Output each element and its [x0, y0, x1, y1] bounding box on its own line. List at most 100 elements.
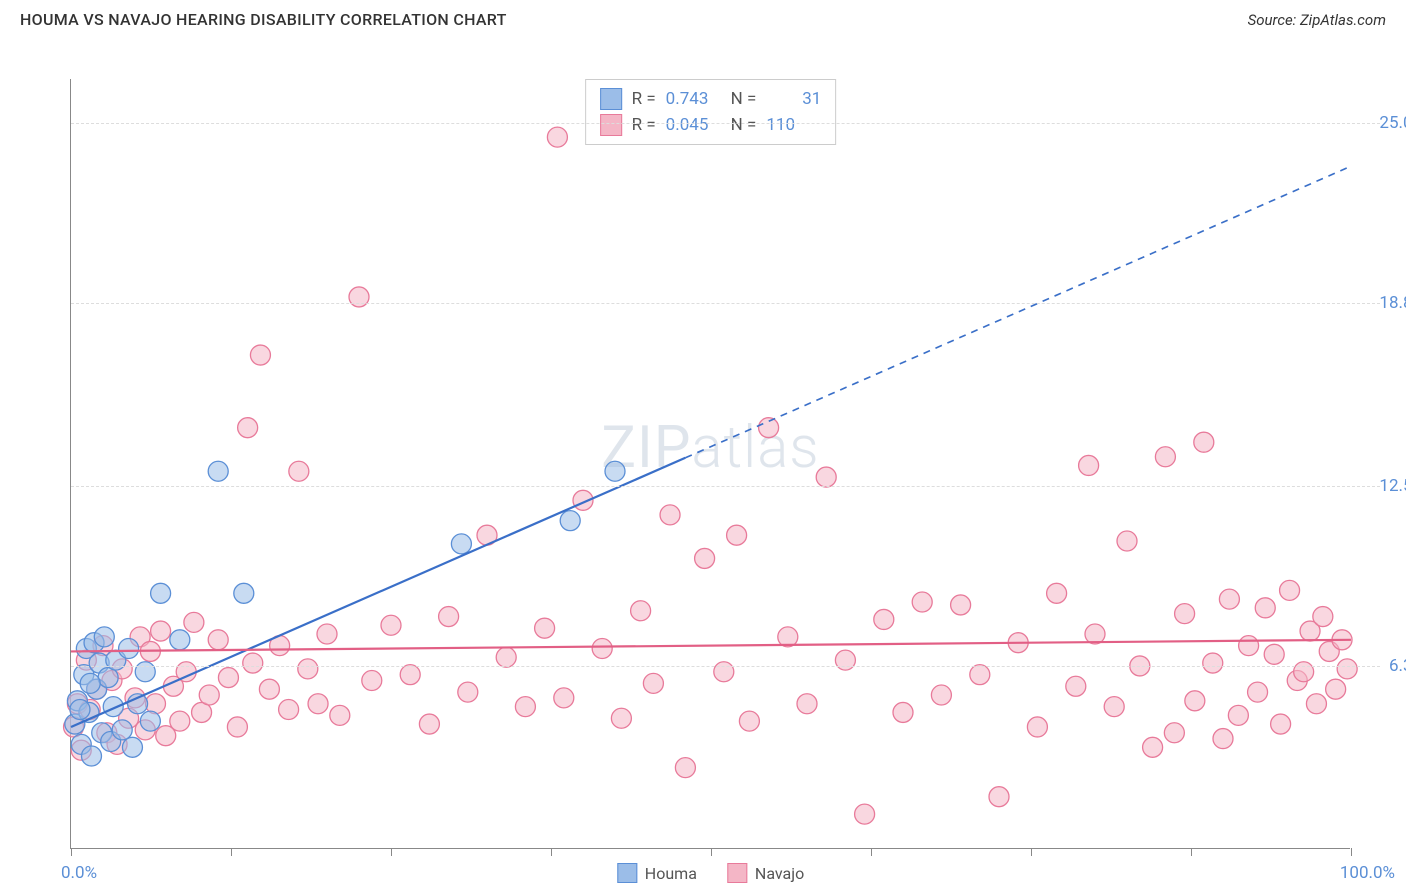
y-tick-label: 12.5%: [1379, 476, 1406, 496]
scatter-point-navajo: [1104, 697, 1124, 717]
scatter-point-navajo: [199, 685, 219, 705]
scatter-point-houma: [119, 639, 139, 659]
x-tick: [551, 848, 552, 856]
scatter-point-navajo: [1027, 717, 1047, 737]
scatter-point-navajo: [912, 592, 932, 612]
scatter-point-navajo: [643, 673, 663, 693]
stats-n-label: N =: [731, 115, 757, 135]
x-tick: [71, 848, 72, 856]
scatter-point-navajo: [893, 702, 913, 722]
scatter-point-navajo: [695, 548, 715, 568]
scatter-point-navajo: [1066, 676, 1086, 696]
scatter-point-navajo: [1155, 447, 1175, 467]
scatter-point-navajo: [1194, 432, 1214, 452]
scatter-point-navajo: [227, 717, 247, 737]
scatter-point-houma: [80, 673, 100, 693]
scatter-point-navajo: [243, 653, 263, 673]
scatter-point-navajo: [931, 685, 951, 705]
scatter-point-navajo: [1219, 589, 1239, 609]
trendline-dashed-houma: [685, 166, 1351, 458]
scatter-point-navajo: [631, 601, 651, 621]
scatter-point-navajo: [330, 705, 350, 725]
scatter-point-navajo: [1239, 636, 1259, 656]
x-tick: [1351, 848, 1352, 856]
scatter-point-navajo: [1117, 531, 1137, 551]
scatter-point-navajo: [208, 630, 228, 650]
scatter-point-houma: [103, 697, 123, 717]
chart-title: HOUMA VS NAVAJO HEARING DISABILITY CORRE…: [20, 10, 507, 29]
scatter-point-navajo: [1228, 705, 1248, 725]
scatter-point-navajo: [1079, 455, 1099, 475]
scatter-svg: [71, 79, 1351, 849]
scatter-point-houma: [70, 700, 90, 720]
scatter-point-houma: [234, 583, 254, 603]
x-axis-min-label: 0.0%: [61, 863, 97, 883]
stats-row-navajo: R = 0.045 N = 110: [600, 112, 822, 138]
scatter-point-navajo: [835, 650, 855, 670]
scatter-point-navajo: [611, 708, 631, 728]
x-tick: [231, 848, 232, 856]
scatter-point-navajo: [592, 639, 612, 659]
x-tick: [871, 848, 872, 856]
scatter-point-houma: [208, 461, 228, 481]
scatter-point-houma: [170, 630, 190, 650]
scatter-point-navajo: [151, 621, 171, 641]
scatter-point-navajo: [1203, 653, 1223, 673]
legend-item-navajo: Navajo: [727, 863, 804, 883]
scatter-point-navajo: [317, 624, 337, 644]
plot-area: ZIPatlas R = 0.743 N = 31 R = 0.045 N = …: [70, 79, 1350, 849]
stats-n-houma: 31: [766, 89, 821, 109]
scatter-point-houma: [140, 711, 160, 731]
scatter-point-navajo: [496, 647, 516, 667]
scatter-point-houma: [81, 746, 101, 766]
chart-source: Source: ZipAtlas.com: [1248, 11, 1386, 29]
y-tick-label: 18.8%: [1379, 293, 1406, 313]
scatter-point-houma: [94, 627, 114, 647]
scatter-point-navajo: [816, 467, 836, 487]
x-tick: [711, 848, 712, 856]
y-tick-label: 25.0%: [1379, 113, 1406, 133]
scatter-point-navajo: [739, 711, 759, 731]
scatter-point-navajo: [184, 612, 204, 632]
legend-swatch-navajo: [727, 863, 747, 883]
scatter-point-navajo: [298, 659, 318, 679]
scatter-point-houma: [451, 534, 471, 554]
scatter-point-navajo: [1175, 604, 1195, 624]
scatter-point-navajo: [1280, 580, 1300, 600]
scatter-point-navajo: [1306, 694, 1326, 714]
scatter-point-navajo: [797, 694, 817, 714]
scatter-point-navajo: [874, 609, 894, 629]
scatter-point-navajo: [1255, 598, 1275, 618]
x-tick: [1031, 848, 1032, 856]
y-tick-label: 6.3%: [1389, 656, 1406, 676]
scatter-point-navajo: [535, 618, 555, 638]
scatter-point-navajo: [289, 461, 309, 481]
legend-item-houma: Houma: [617, 863, 697, 883]
scatter-point-navajo: [1047, 583, 1067, 603]
scatter-point-navajo: [951, 595, 971, 615]
scatter-point-navajo: [547, 127, 567, 147]
scatter-point-navajo: [1185, 691, 1205, 711]
scatter-point-navajo: [400, 665, 420, 685]
scatter-point-navajo: [515, 697, 535, 717]
scatter-point-navajo: [727, 525, 747, 545]
gridline: [71, 303, 1380, 304]
scatter-point-houma: [560, 511, 580, 531]
x-tick: [1191, 848, 1192, 856]
gridline: [71, 486, 1380, 487]
scatter-point-navajo: [419, 714, 439, 734]
scatter-point-navajo: [1271, 714, 1291, 734]
scatter-point-navajo: [381, 615, 401, 635]
stats-legend-box: R = 0.743 N = 31 R = 0.045 N = 110: [585, 79, 837, 145]
stats-row-houma: R = 0.743 N = 31: [600, 86, 822, 112]
scatter-point-navajo: [660, 505, 680, 525]
stats-n-navajo: 110: [766, 115, 821, 135]
scatter-point-navajo: [1248, 682, 1268, 702]
scatter-point-navajo: [714, 662, 734, 682]
scatter-point-houma: [135, 662, 155, 682]
scatter-point-navajo: [439, 607, 459, 627]
scatter-point-navajo: [349, 287, 369, 307]
scatter-point-houma: [151, 583, 171, 603]
scatter-point-navajo: [458, 682, 478, 702]
scatter-point-houma: [112, 720, 132, 740]
